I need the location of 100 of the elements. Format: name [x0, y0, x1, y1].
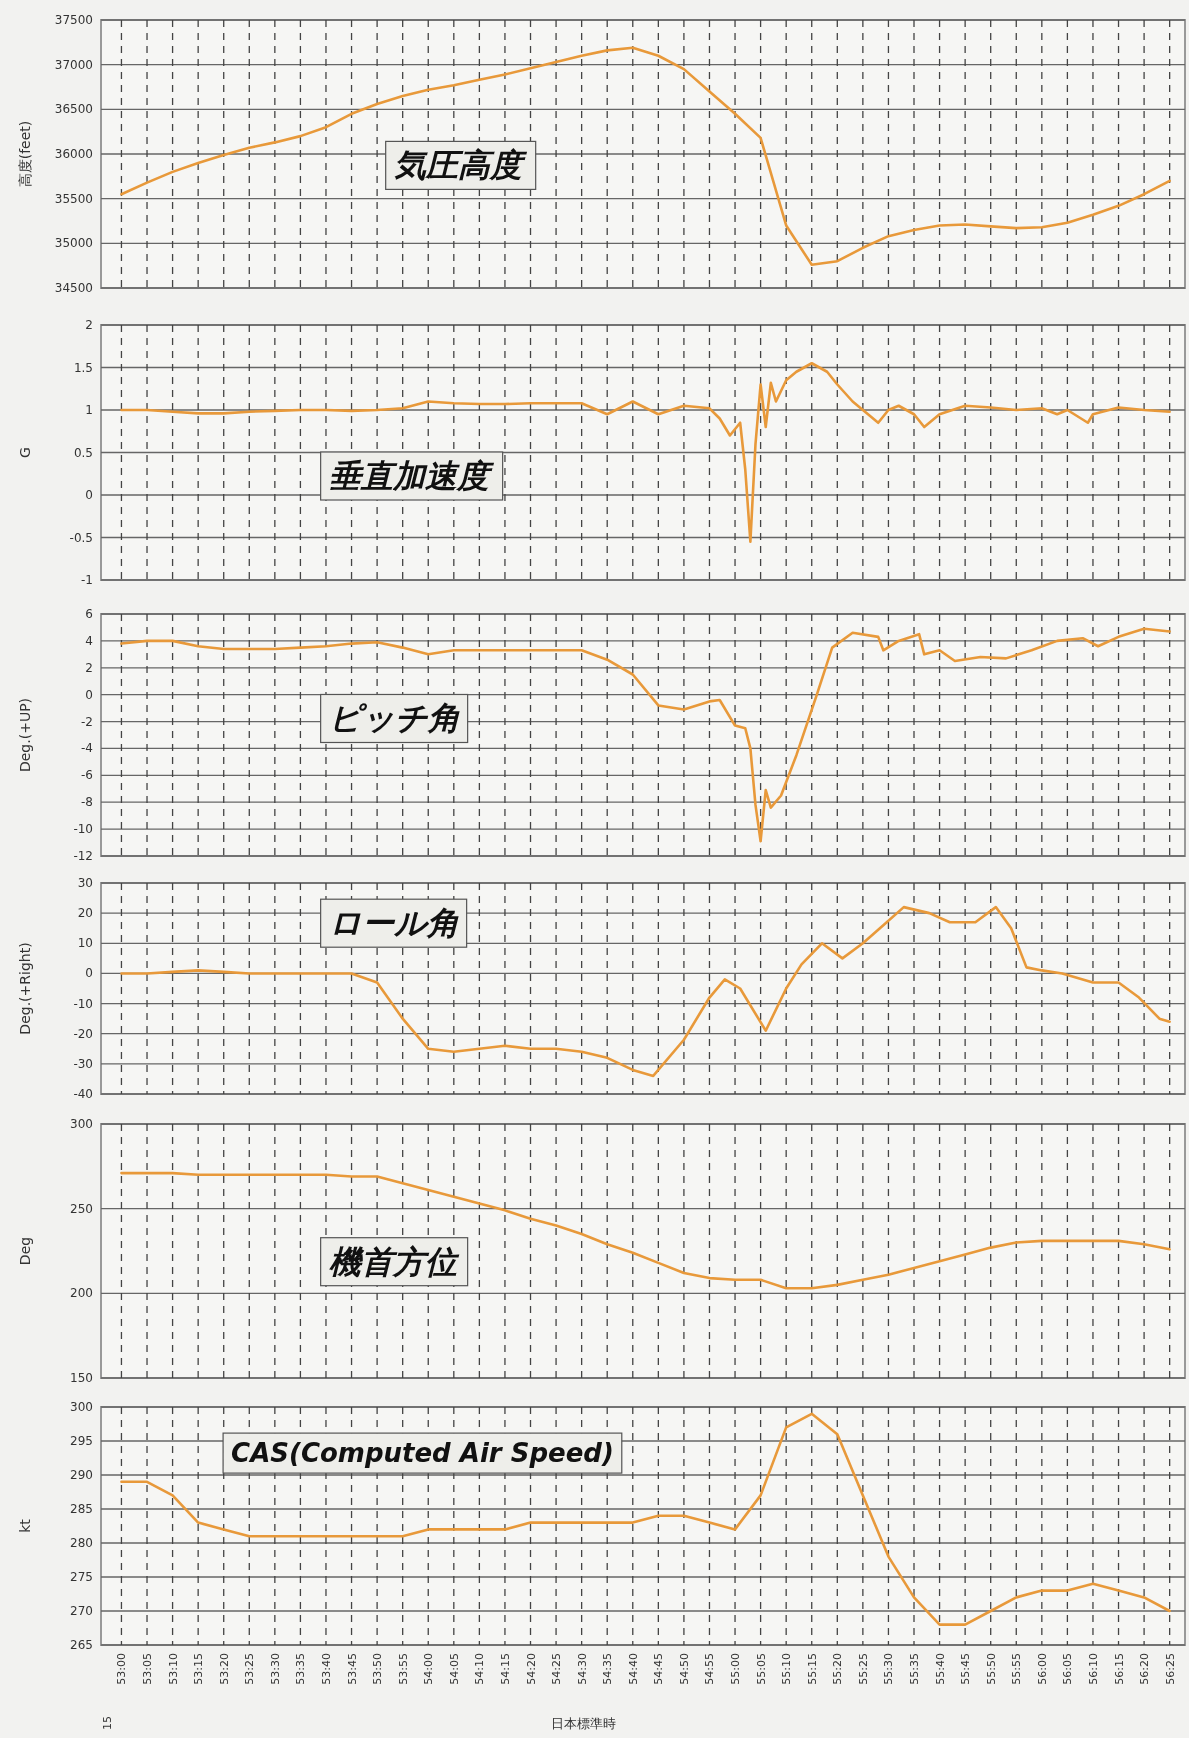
x-tick-label: 56:05: [1061, 1653, 1075, 1685]
x-tick-label: 56:00: [1035, 1653, 1049, 1685]
y-tick-label: 280: [70, 1536, 93, 1550]
y-tick-label: -20: [73, 1026, 93, 1041]
y-axis-title: Deg.(+Right): [17, 942, 33, 1035]
x-tick-label: 53:15: [192, 1653, 206, 1685]
y-tick-label: -30: [73, 1056, 93, 1071]
y-tick-label: 30: [77, 876, 93, 890]
x-tick-label: 55:05: [754, 1653, 768, 1685]
x-tick-label: 55:40: [933, 1653, 947, 1685]
y-tick-label: 10: [77, 936, 93, 951]
y-tick-label: 2: [85, 318, 93, 332]
y-tick-label: 2: [85, 660, 93, 675]
y-tick-label: 36500: [54, 102, 93, 117]
y-tick-label: -4: [81, 741, 93, 756]
text: ロール角: [328, 904, 459, 943]
text: ピッチ角: [328, 699, 460, 738]
text: 垂直加速度: [328, 457, 495, 495]
y-tick-label: 0: [85, 687, 93, 702]
y-tick-label: 200: [70, 1286, 93, 1301]
x-tick-label: 53:05: [141, 1653, 155, 1685]
y-tick-label: -1: [81, 573, 93, 587]
y-tick-label: 290: [70, 1468, 93, 1482]
y-axis-title: kt: [17, 1518, 33, 1533]
x-tick-label: 54:10: [473, 1653, 487, 1685]
x-tick-label: 54:00: [422, 1653, 436, 1685]
y-tick-label: 270: [70, 1604, 93, 1618]
x-tick-label: 55:50: [984, 1653, 998, 1685]
y-tick-label: 300: [70, 1117, 93, 1131]
x-tick-label: 53:30: [268, 1653, 282, 1685]
x-tick-label: 55:00: [729, 1653, 743, 1685]
y-axis-title: Deg.(+UP): [17, 697, 33, 773]
x-tick-label: 56:15: [1112, 1653, 1126, 1685]
y-tick-label: 0: [85, 966, 93, 981]
y-tick-label: 250: [70, 1201, 93, 1216]
x-tick-label: 54:55: [703, 1653, 717, 1685]
x-tick-label: 55:30: [882, 1653, 896, 1685]
x-tick-label: 53:25: [243, 1653, 257, 1685]
x-tick-label: 53:55: [396, 1653, 410, 1685]
y-tick-label: 4: [85, 633, 93, 648]
x-tick-label: 55:45: [959, 1653, 973, 1685]
x-tick-label: 54:50: [677, 1653, 691, 1685]
y-axis-title: Deg: [17, 1236, 33, 1266]
y-tick-label: 0: [85, 488, 93, 502]
x-tick-label: 54:20: [524, 1653, 538, 1685]
y-tick-label: -6: [81, 768, 93, 783]
y-tick-label: -2: [81, 714, 93, 729]
x-tick-label: 54:35: [601, 1653, 615, 1685]
y-axis-title: G: [17, 447, 33, 458]
x-tick-label: 54:05: [447, 1653, 461, 1685]
x-tick-label: 53:35: [294, 1653, 308, 1685]
y-tick-label: 6: [85, 607, 93, 621]
text: 機首方位: [328, 1242, 460, 1281]
y-tick-label: 35000: [54, 236, 93, 251]
y-tick-label: -0.5: [69, 530, 93, 545]
x-tick-label: 54:45: [652, 1653, 666, 1685]
y-tick-label: 35500: [54, 191, 93, 206]
x-tick-label: 53:45: [345, 1653, 359, 1685]
x-tick-label: 56:25: [1163, 1653, 1177, 1685]
x-tick-label: 56:20: [1138, 1653, 1152, 1685]
y-tick-label: 275: [70, 1570, 93, 1584]
y-tick-label: 1.5: [73, 360, 93, 375]
y-tick-label: -8: [81, 795, 93, 810]
y-axis-title: 高度(feet): [17, 120, 33, 188]
y-tick-label: -10: [73, 822, 93, 837]
y-tick-label: -10: [73, 996, 93, 1011]
x-tick-label: 55:20: [831, 1653, 845, 1685]
y-tick-label: -12: [73, 849, 93, 863]
x-tick-label: 54:15: [498, 1653, 512, 1685]
y-tick-label: 20: [77, 906, 93, 921]
text: CAS(Computed Air Speed): [231, 1438, 614, 1469]
y-tick-label: 34500: [54, 281, 93, 295]
x-tick-label: 55:10: [780, 1653, 794, 1685]
x-tick-label: 53:40: [319, 1653, 333, 1685]
y-tick-label: 37000: [54, 57, 93, 72]
x-tick-label: 54:25: [550, 1653, 564, 1685]
x-axis-title: 日本標準時: [550, 1716, 616, 1731]
x-tick-label: 54:30: [575, 1653, 589, 1685]
x-tick-label: 56:10: [1086, 1653, 1100, 1685]
x-tick-label: 55:55: [1010, 1653, 1024, 1685]
y-tick-label: -40: [73, 1087, 93, 1101]
x-tick-label: 55:15: [805, 1653, 819, 1685]
x-tick-label: 55:35: [908, 1653, 921, 1685]
text: 気圧高度: [393, 146, 528, 185]
x-tick-label: 54:40: [626, 1653, 640, 1685]
x-tick-label: 53:00: [115, 1653, 129, 1685]
y-tick-label: 295: [70, 1434, 93, 1448]
y-tick-label: 1: [85, 403, 93, 417]
y-tick-label: 265: [70, 1638, 93, 1652]
y-tick-label: 150: [70, 1371, 93, 1385]
text: 15: [101, 1716, 114, 1730]
y-tick-label: 37500: [54, 13, 93, 27]
x-tick-label: 53:10: [166, 1653, 180, 1685]
y-tick-label: 300: [70, 1400, 93, 1414]
x-tick-label: 55:25: [856, 1653, 870, 1685]
x-tick-label: 53:50: [371, 1653, 385, 1685]
y-tick-label: 0.5: [73, 445, 93, 460]
y-tick-label: 36000: [54, 147, 93, 161]
x-tick-label: 53:20: [217, 1653, 231, 1685]
y-tick-label: 285: [70, 1502, 93, 1516]
